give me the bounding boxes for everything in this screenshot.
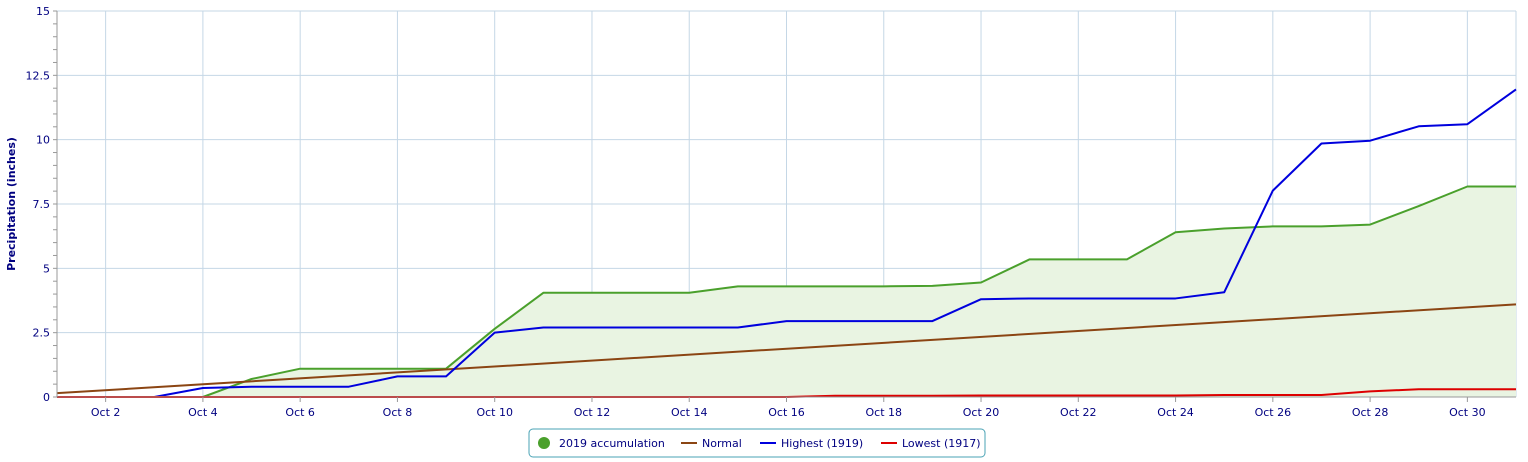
x-tick-label: Oct 22 bbox=[1060, 406, 1097, 419]
accumulation-area bbox=[202, 186, 1516, 397]
legend-box bbox=[528, 428, 986, 458]
y-tick-label: 15 bbox=[36, 5, 50, 18]
x-tick-label: Oct 16 bbox=[768, 406, 805, 419]
y-tick-label: 0 bbox=[43, 391, 50, 404]
y-tick-label: 7.5 bbox=[33, 198, 51, 211]
x-tick-label: Oct 10 bbox=[476, 406, 513, 419]
legend-label: Lowest (1917) bbox=[902, 437, 981, 450]
axes: 0 2.5 5 7.5 10 12.5 15 Oct 2 Oct 4 Oct 6 Oct 8 Oct … bbox=[26, 5, 1516, 419]
x-tick-label: Oct 12 bbox=[574, 406, 611, 419]
x-tick-label: Oct 20 bbox=[963, 406, 1000, 419]
y-tick-label: 12.5 bbox=[26, 69, 51, 82]
x-tick-label: Oct 18 bbox=[866, 406, 903, 419]
x-tick-label: Oct 24 bbox=[1157, 406, 1194, 419]
series-line-highest-1919 bbox=[57, 88, 1517, 398]
legend: 2019 accumulation Normal Highest (1919) Low… bbox=[528, 428, 986, 458]
x-tick-label: Oct 2 bbox=[91, 406, 121, 419]
x-tick-label: Oct 30 bbox=[1449, 406, 1486, 419]
x-tick-label: Oct 8 bbox=[383, 406, 413, 419]
x-tick-label: Oct 6 bbox=[285, 406, 315, 419]
y-tick-label: 2.5 bbox=[33, 327, 51, 340]
area-fill-layer bbox=[202, 186, 1516, 397]
series-line-normal bbox=[56, 303, 1517, 395]
y-tick-label: 5 bbox=[43, 262, 50, 275]
x-tick-label: Oct 28 bbox=[1352, 406, 1389, 419]
series-line-2019-accumulation bbox=[202, 185, 1516, 398]
legend-label: Highest (1919) bbox=[781, 437, 863, 450]
x-tick-label: Oct 14 bbox=[671, 406, 708, 419]
x-tick-label: Oct 4 bbox=[188, 406, 218, 419]
y-tick-label: 10 bbox=[36, 134, 50, 147]
legend-label: 2019 accumulation bbox=[559, 437, 665, 450]
x-tick-label: Oct 26 bbox=[1255, 406, 1292, 419]
legend-label: Normal bbox=[702, 437, 742, 450]
y-axis-title: Precipitation (inches) bbox=[5, 137, 18, 271]
legend-symbol-2019-accumulation bbox=[538, 437, 550, 449]
